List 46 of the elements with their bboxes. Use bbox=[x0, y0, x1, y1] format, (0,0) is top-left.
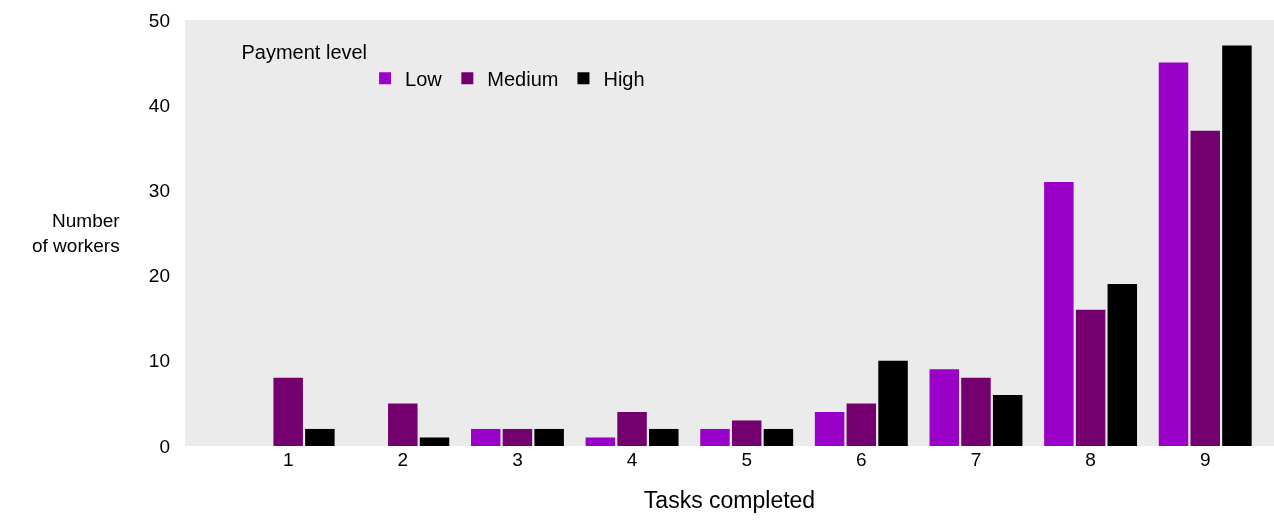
y-axis-title: Number of workers bbox=[32, 210, 121, 256]
bar bbox=[534, 428, 564, 446]
y-tick-label: 20 bbox=[148, 265, 170, 287]
bar bbox=[273, 377, 303, 446]
bar bbox=[846, 403, 877, 446]
x-tick-label: 4 bbox=[626, 449, 638, 470]
bar bbox=[470, 428, 501, 446]
bar bbox=[617, 411, 647, 446]
legend-title: Payment level bbox=[241, 40, 368, 63]
x-tick-label: 1 bbox=[282, 449, 294, 470]
bar bbox=[1044, 181, 1074, 446]
bar bbox=[814, 411, 845, 446]
bar bbox=[1222, 45, 1252, 446]
bar bbox=[929, 369, 959, 446]
bar bbox=[961, 377, 991, 446]
bar bbox=[305, 428, 335, 446]
bar bbox=[585, 437, 616, 446]
bar bbox=[992, 394, 1023, 446]
x-tick-label: 6 bbox=[856, 449, 867, 470]
bar bbox=[419, 437, 450, 446]
bar bbox=[700, 428, 730, 446]
bar bbox=[502, 428, 533, 446]
legend-label: Low bbox=[405, 68, 443, 91]
x-tick-label: 5 bbox=[741, 449, 752, 470]
y-tick-label: 30 bbox=[148, 180, 170, 202]
bar bbox=[1158, 62, 1189, 446]
x-tick-label: 8 bbox=[1085, 449, 1096, 470]
bar bbox=[878, 360, 908, 446]
bar bbox=[1190, 130, 1220, 446]
legend-label: High bbox=[603, 68, 645, 91]
x-tick-label: 7 bbox=[970, 449, 982, 470]
bar bbox=[388, 403, 418, 446]
y-tick-label: 10 bbox=[148, 350, 170, 372]
y-tick-label: 50 bbox=[148, 9, 170, 31]
y-tick-label: 0 bbox=[159, 435, 170, 457]
bar bbox=[1107, 284, 1138, 446]
bar bbox=[649, 428, 679, 446]
y-tick-label: 40 bbox=[148, 94, 170, 116]
x-tick-label: 2 bbox=[397, 449, 409, 470]
legend-label: Medium bbox=[487, 68, 559, 91]
x-tick-label: 3 bbox=[512, 449, 523, 470]
x-tick-label: 9 bbox=[1199, 449, 1211, 470]
x-axis-title: Tasks completed bbox=[643, 486, 816, 513]
bar bbox=[731, 420, 762, 446]
bar bbox=[1075, 309, 1106, 446]
bar bbox=[763, 428, 794, 446]
